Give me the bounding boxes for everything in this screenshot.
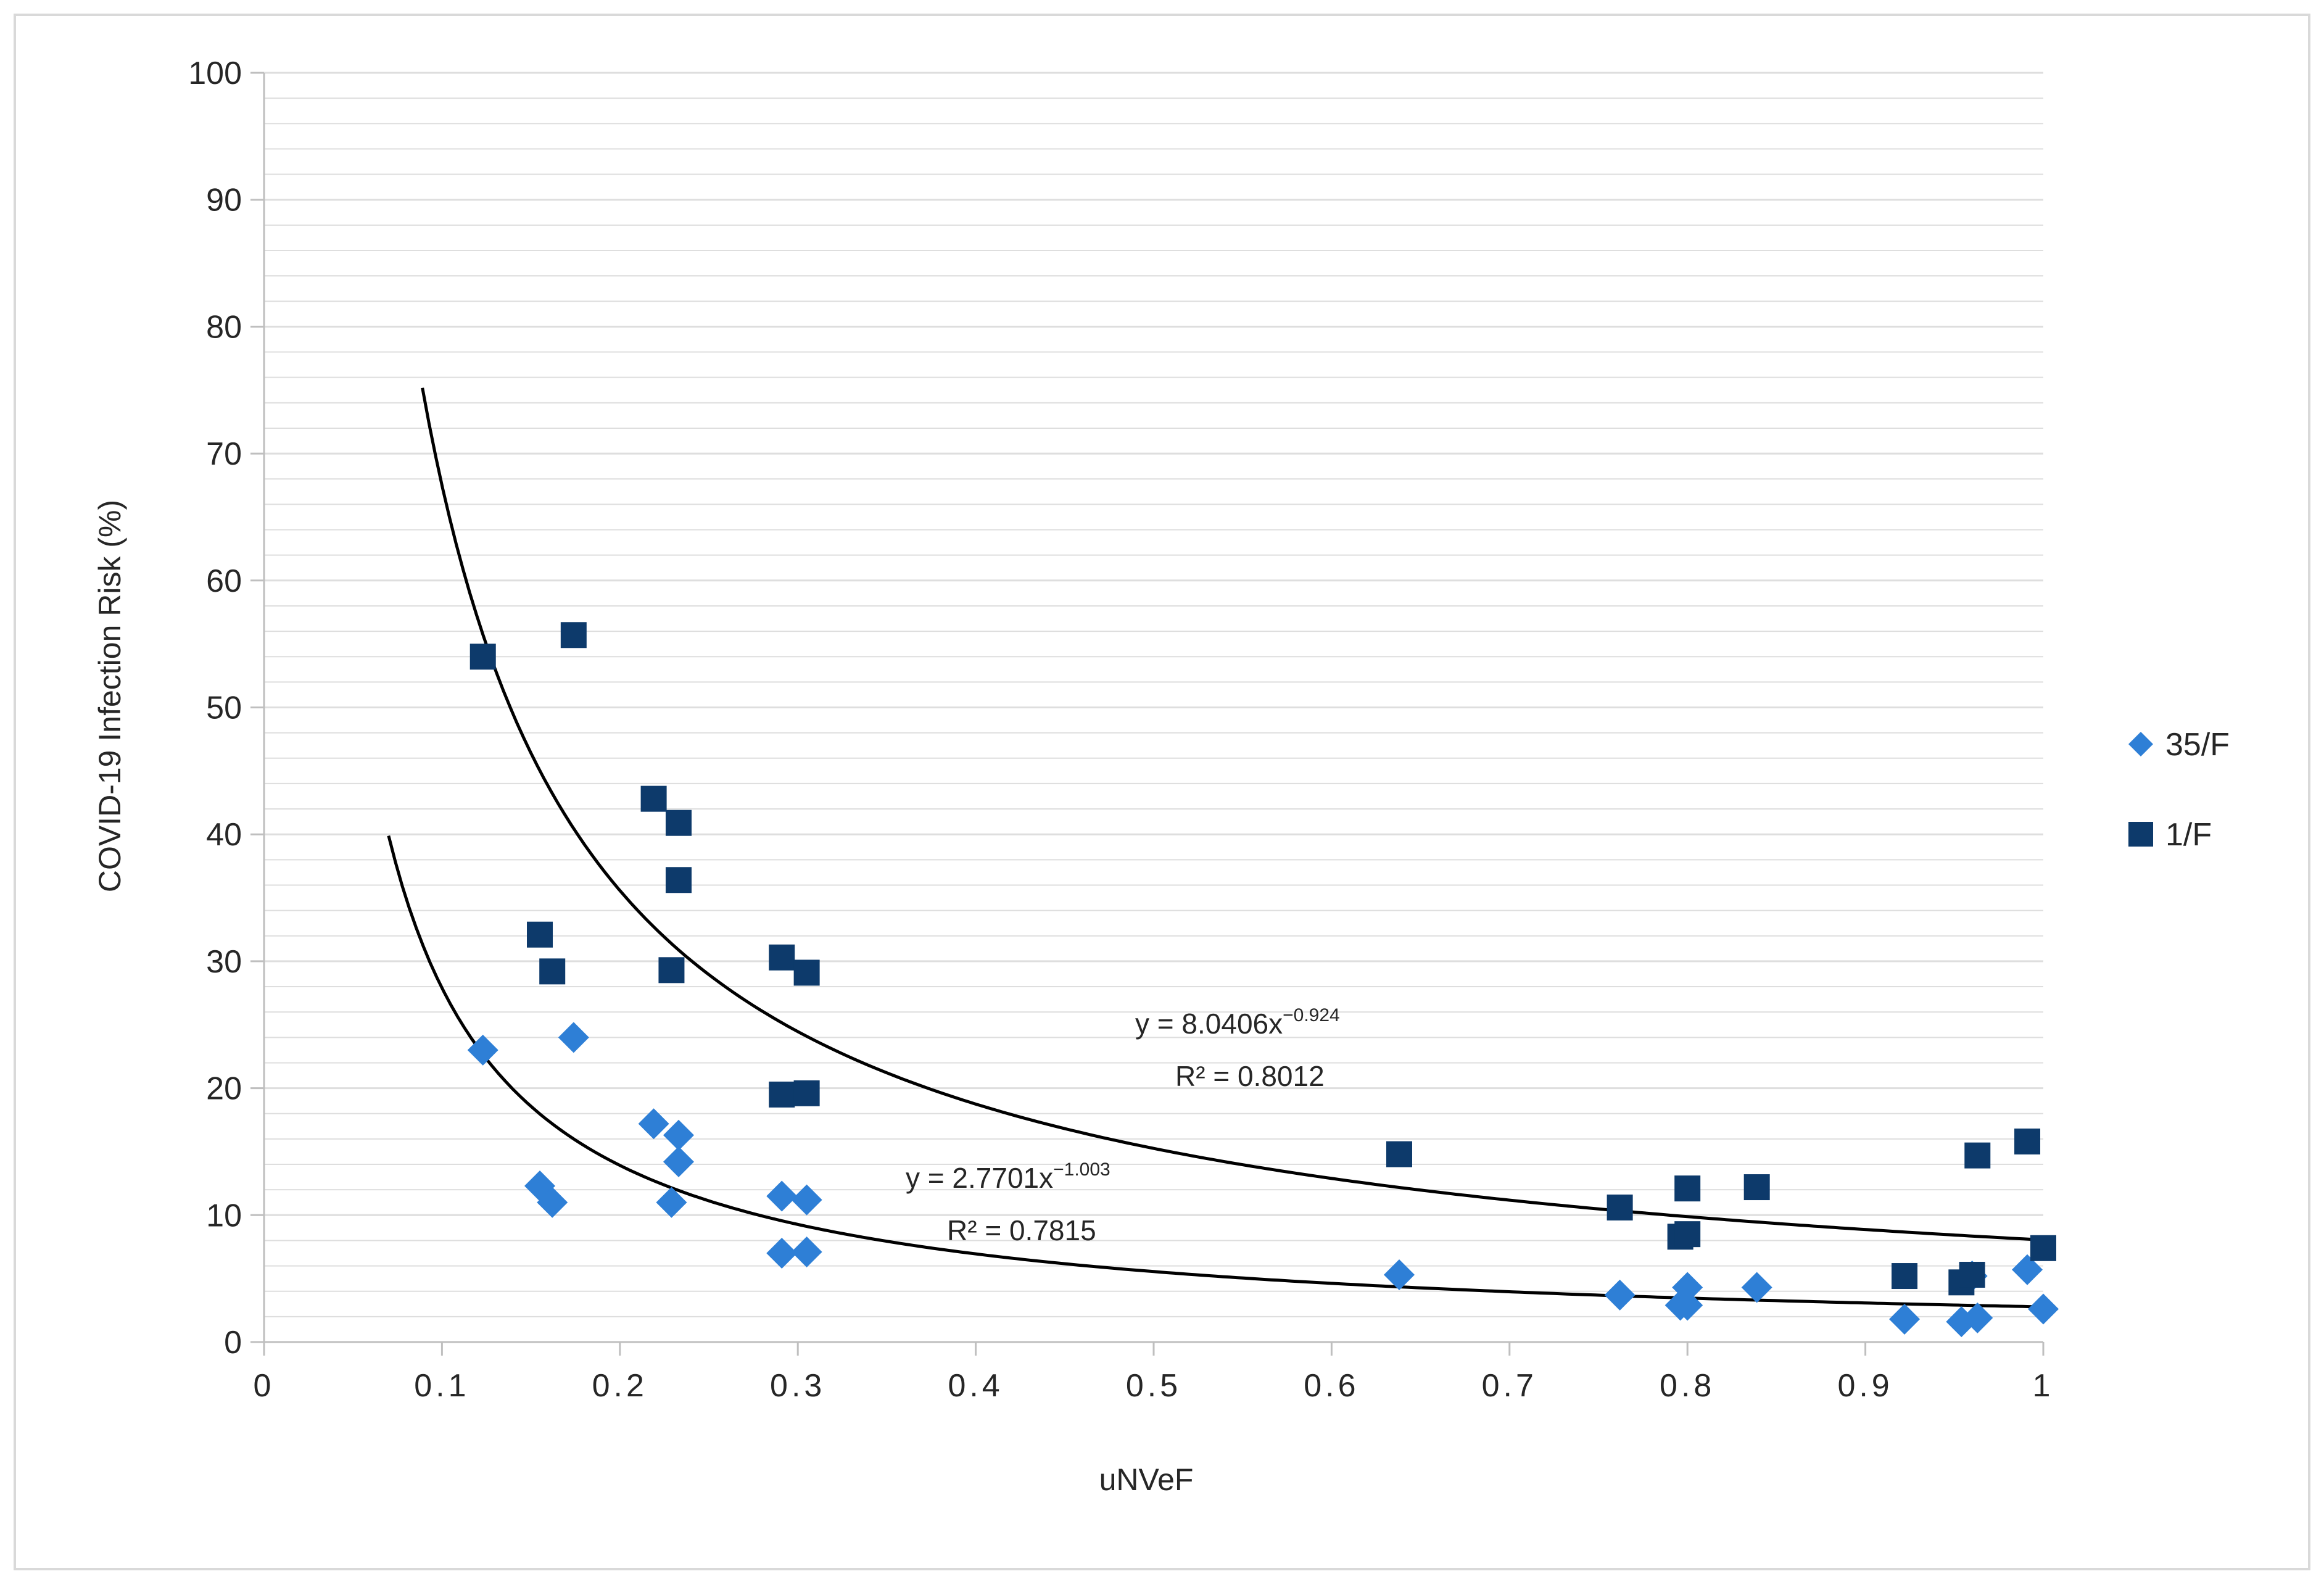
y-axis-title: COVID-19 Infection Risk (%) (93, 500, 127, 892)
legend-label-35f: 35/F (2165, 727, 2230, 763)
x-tick-label: 0.2 (592, 1368, 648, 1404)
y-tick-label: 50 (206, 690, 242, 726)
point-1f (1674, 1175, 1701, 1202)
legend-label-1f: 1/F (2165, 817, 2212, 853)
point-35f (791, 1184, 822, 1216)
point-1f (539, 958, 566, 985)
trendline-labels: y = 8.0406x−0.924 R² = 0.8012 y = 2.7701… (906, 1005, 1340, 1246)
x-tick-label: 0.7 (1482, 1368, 1537, 1404)
point-1f (665, 867, 692, 893)
y-tick-label: 40 (206, 817, 242, 853)
y-tick-label: 30 (206, 944, 242, 980)
x-tick-label: 0.4 (948, 1368, 1003, 1404)
trendline-equation-1f: y = 8.0406x−0.924 (1135, 1005, 1340, 1040)
point-35f (1672, 1272, 1703, 1303)
y-tick-label: 100 (188, 56, 242, 91)
legend-marker-1f (2128, 822, 2153, 847)
point-1f (769, 944, 795, 971)
x-tick-label: 0.5 (1126, 1368, 1181, 1404)
y-tick-label: 10 (206, 1198, 242, 1233)
point-1f (1607, 1194, 1633, 1220)
point-35f (2012, 1254, 2043, 1285)
point-35f (656, 1187, 687, 1218)
point-1f (1386, 1141, 1412, 1167)
y-tick-label: 70 (206, 436, 242, 472)
point-35f (467, 1034, 498, 1066)
x-tick-label: 0.6 (1304, 1368, 1359, 1404)
point-1f (469, 644, 496, 670)
trendline-equation-35f: y = 2.7701x−1.003 (906, 1159, 1110, 1194)
y-tick-label: 60 (206, 563, 242, 599)
point-35f (1604, 1279, 1635, 1311)
point-1f (1959, 1261, 1985, 1288)
point-35f (663, 1119, 694, 1151)
point-35f (663, 1146, 694, 1177)
x-tick-label: 0 (254, 1368, 275, 1404)
chart-border (14, 14, 2310, 1570)
y-tick-label: 90 (206, 183, 242, 218)
point-35f (1741, 1272, 1772, 1303)
point-35f (558, 1022, 589, 1053)
point-35f (1672, 1290, 1703, 1321)
trendline-r2-35f: R² = 0.7815 (947, 1214, 1096, 1246)
point-35f (1962, 1302, 1993, 1333)
legend: 35/F 1/F (2128, 727, 2230, 853)
point-35f (1383, 1259, 1415, 1290)
trendline-r2-1f: R² = 0.8012 (1175, 1060, 1325, 1092)
x-axis-title: uNVeF (1099, 1462, 1194, 1497)
point-1f (640, 785, 667, 812)
point-35f (2028, 1293, 2059, 1325)
axes: 0 10 20 30 40 50 60 70 80 90 100 0 0.1 0.2 0.3 0.4 0.5 0.… (188, 56, 2054, 1404)
point-35f (766, 1180, 798, 1212)
x-tick-label: 0.8 (1660, 1368, 1715, 1404)
point-1f (1964, 1142, 1991, 1169)
point-1f (560, 622, 587, 648)
y-tick-label: 20 (206, 1071, 242, 1107)
point-35f (766, 1238, 798, 1269)
point-1f (2030, 1235, 2056, 1261)
point-1f (527, 921, 553, 948)
x-tick-label: 0.1 (414, 1368, 469, 1404)
point-1f (665, 810, 692, 836)
point-1f (793, 959, 820, 986)
legend-marker-35f (2128, 732, 2153, 756)
point-1f (769, 1081, 795, 1108)
point-35f (1889, 1303, 1921, 1335)
trendlines (387, 387, 2044, 1309)
data-points (467, 622, 2059, 1338)
gridlines (264, 72, 2043, 1343)
point-1f (2014, 1128, 2041, 1154)
y-tick-label: 80 (206, 309, 242, 345)
point-1f (793, 1080, 820, 1106)
x-tick-label: 1 (2033, 1368, 2054, 1404)
point-35f (791, 1236, 822, 1267)
point-1f (1892, 1263, 1918, 1290)
x-tick-label: 0.3 (770, 1368, 825, 1404)
y-tick-label: 0 (224, 1325, 242, 1361)
trendline-1f (421, 387, 2044, 1242)
point-1f (1674, 1221, 1701, 1248)
x-tick-label: 0.9 (1837, 1368, 1893, 1404)
point-35f (638, 1108, 669, 1140)
trendline-35f (387, 835, 2044, 1309)
point-35f (537, 1187, 568, 1218)
point-1f (658, 957, 685, 984)
point-1f (1743, 1174, 1770, 1201)
